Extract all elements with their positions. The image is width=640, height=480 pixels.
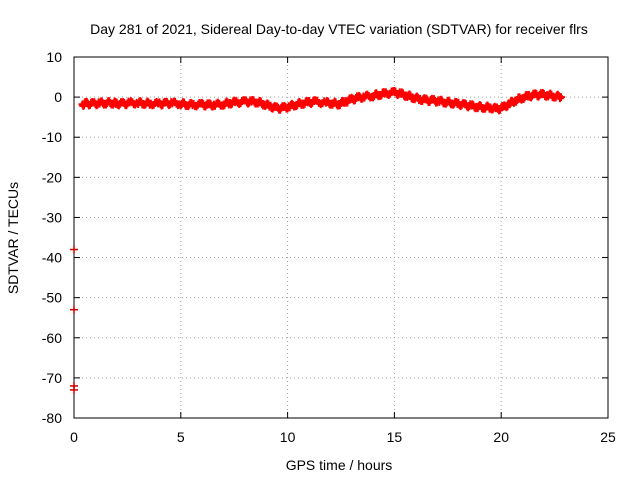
data-point xyxy=(557,93,566,102)
x-tick-label: 20 xyxy=(493,429,509,445)
x-tick-label: 5 xyxy=(177,429,185,445)
axis-ticks: 0 5 10 15 20 25 10 0 -10 -20 -30 -40 -50 -60 -70 -80 xyxy=(42,49,616,445)
outlier-point xyxy=(70,305,78,314)
y-tick-label: -20 xyxy=(42,169,62,185)
y-tick-label: -80 xyxy=(42,410,62,426)
data-layer xyxy=(70,86,566,394)
x-tick-label: 0 xyxy=(70,429,78,445)
y-tick-label: 0 xyxy=(54,89,62,105)
y-tick-label: -40 xyxy=(42,250,62,266)
y-tick-label: -10 xyxy=(42,129,62,145)
y-tick-label: -70 xyxy=(42,370,62,386)
data-point xyxy=(555,94,564,103)
x-tick-label: 25 xyxy=(600,429,616,445)
y-tick-label: -50 xyxy=(42,290,62,306)
x-tick-label: 15 xyxy=(387,429,403,445)
y-tick-label: 10 xyxy=(46,49,62,65)
y-axis-label: SDTVAR / TECUs xyxy=(5,182,21,294)
plot-frame xyxy=(73,56,609,419)
chart-title: Day 281 of 2021, Sidereal Day-to-day VTE… xyxy=(90,21,588,37)
y-tick-label: -60 xyxy=(42,330,62,346)
outlier-point xyxy=(70,385,78,394)
x-axis-label: GPS time / hours xyxy=(286,457,393,473)
x-tick-label: 10 xyxy=(280,429,296,445)
y-tick-label: -30 xyxy=(42,209,62,225)
outlier-point xyxy=(70,245,78,254)
